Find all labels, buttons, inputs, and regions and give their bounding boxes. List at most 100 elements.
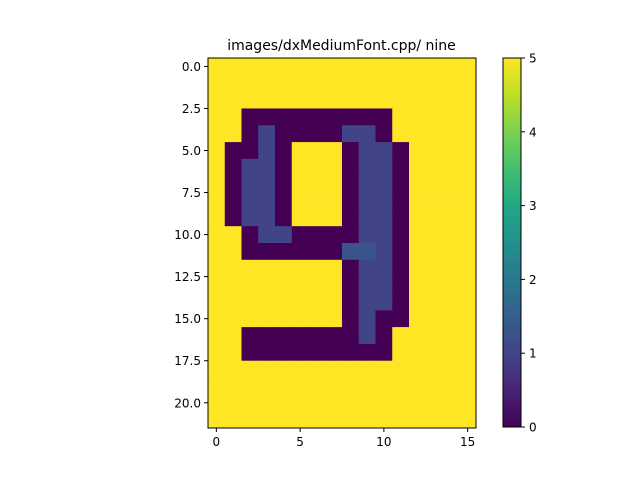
- heatmap-cell: [325, 74, 343, 93]
- heatmap-cell: [358, 209, 376, 227]
- heatmap-cell: [442, 142, 460, 160]
- heatmap-cell: [425, 192, 443, 210]
- heatmap-cell: [291, 58, 309, 76]
- heatmap-cell: [342, 142, 360, 160]
- heatmap-cell: [392, 293, 410, 311]
- colorbar-tick-label: 1: [529, 347, 537, 361]
- heatmap-cell: [425, 343, 443, 362]
- heatmap-cell: [308, 343, 326, 362]
- heatmap-cell: [275, 108, 293, 126]
- heatmap-cell: [258, 276, 276, 294]
- heatmap-cell: [425, 125, 443, 143]
- heatmap-cell: [342, 276, 360, 294]
- heatmap-cell: [208, 394, 226, 412]
- heatmap-cell: [241, 74, 259, 93]
- heatmap-cell: [425, 74, 443, 93]
- heatmap-cell: [342, 226, 360, 244]
- heatmap-cell: [275, 58, 293, 76]
- heatmap-cell: [275, 142, 293, 160]
- heatmap-cell: [459, 226, 477, 244]
- heatmap-cell: [392, 310, 410, 328]
- heatmap-cell: [375, 360, 393, 378]
- heatmap-cell: [224, 411, 242, 429]
- heatmap-cell: [425, 108, 443, 126]
- heatmap-cell: [409, 327, 427, 345]
- chart-title: images/dxMediumFont.cpp/ nine: [227, 38, 456, 54]
- heatmap-cell: [342, 175, 360, 193]
- heatmap-cell: [392, 125, 410, 143]
- heatmap-cell: [459, 74, 477, 93]
- heatmap-cell: [224, 226, 242, 244]
- heatmap-cell: [358, 91, 376, 109]
- heatmap-cell: [442, 125, 460, 143]
- heatmap-cell: [275, 327, 293, 345]
- heatmap-cell: [291, 192, 309, 210]
- heatmap-cell: [325, 209, 343, 227]
- heatmap-cell: [459, 108, 477, 126]
- heatmap-cell: [342, 377, 360, 395]
- heatmap-cell: [308, 58, 326, 76]
- heatmap-cell: [224, 259, 242, 278]
- heatmap-cell: [375, 394, 393, 412]
- heatmap-cell: [308, 175, 326, 193]
- heatmap-cell: [459, 343, 477, 362]
- heatmap-cell: [375, 125, 393, 143]
- heatmap-cell: [442, 276, 460, 294]
- heatmap-cell: [459, 125, 477, 143]
- heatmap-cell: [224, 343, 242, 362]
- heatmap-cell: [291, 343, 309, 362]
- heatmap-cell: [241, 377, 259, 395]
- heatmap-cell: [425, 243, 443, 261]
- heatmap-cell: [275, 226, 293, 244]
- heatmap-cell: [358, 377, 376, 395]
- heatmap-cell: [459, 293, 477, 311]
- heatmap-cell: [291, 209, 309, 227]
- heatmap-cell: [208, 192, 226, 210]
- heatmap-cell: [325, 158, 343, 177]
- heatmap-cell: [275, 310, 293, 328]
- heatmap-cell: [375, 343, 393, 362]
- heatmap-cell: [459, 192, 477, 210]
- heatmap-cell: [409, 360, 427, 378]
- heatmap-cell: [409, 74, 427, 93]
- heatmap-cell: [392, 91, 410, 109]
- heatmap-cell: [325, 91, 343, 109]
- heatmap-cell: [358, 343, 376, 362]
- heatmap-cell: [325, 142, 343, 160]
- heatmap-cell: [208, 276, 226, 294]
- heatmap-cell: [425, 411, 443, 429]
- heatmap-cell: [241, 209, 259, 227]
- heatmap-cell: [308, 411, 326, 429]
- heatmap-cell: [291, 276, 309, 294]
- heatmap-cell: [258, 125, 276, 143]
- heatmap-cell: [375, 259, 393, 278]
- heatmap-cell: [325, 259, 343, 278]
- heatmap-cell: [241, 360, 259, 378]
- y-tick-label: 12.5: [174, 270, 201, 284]
- heatmap-cell: [358, 226, 376, 244]
- heatmap-cell: [442, 74, 460, 93]
- heatmap-cell: [442, 243, 460, 261]
- heatmap-cell: [392, 394, 410, 412]
- heatmap-cell: [308, 142, 326, 160]
- heatmap-cell: [291, 74, 309, 93]
- heatmap-cell: [459, 310, 477, 328]
- heatmap-cell: [375, 74, 393, 93]
- heatmap-cell: [224, 91, 242, 109]
- heatmap-cell: [325, 276, 343, 294]
- heatmap-cell: [442, 226, 460, 244]
- heatmap-cell: [342, 343, 360, 362]
- heatmap-cell: [342, 58, 360, 76]
- heatmap-cell: [308, 209, 326, 227]
- colorbar-tick-label: 5: [529, 52, 537, 66]
- heatmap-cell: [392, 108, 410, 126]
- heatmap-cell: [224, 209, 242, 227]
- heatmap-cell: [308, 310, 326, 328]
- heatmap-cell: [459, 360, 477, 378]
- heatmap-cell: [459, 276, 477, 294]
- heatmap-cell: [258, 158, 276, 177]
- heatmap-cell: [291, 108, 309, 126]
- heatmap-cell: [308, 327, 326, 345]
- heatmap-cell: [375, 209, 393, 227]
- plot-frame: [207, 57, 477, 429]
